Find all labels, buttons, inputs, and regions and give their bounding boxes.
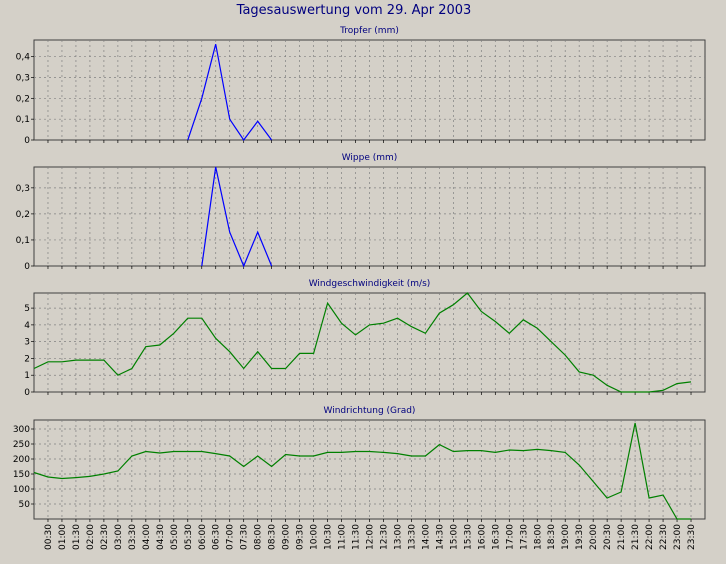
page-title: Tagesauswertung vom 29. Apr 2003 [236,3,472,18]
x-tick-label: 09:00 [282,524,292,550]
y-tick-label: 0,2 [16,210,30,220]
y-tick-label: 0 [24,136,30,146]
x-tick-label: 23:30 [687,524,697,550]
y-tick-label: 250 [13,440,30,450]
y-tick-label: 0,4 [16,53,31,63]
x-tick-label: 18:00 [533,524,543,550]
x-tick-label: 08:00 [254,524,264,550]
x-tick-label: 17:30 [519,524,529,550]
panel-4: Windrichtung (Grad) 50 100 150 200 250 300 [13,406,706,522]
x-tick-label: 05:00 [170,524,180,550]
x-tick-label: 10:30 [324,524,334,550]
panel-1: Tropfer (mm) 0 0,1 0,2 0,3 0,4 [16,26,706,146]
y-tick-label: 200 [13,455,30,465]
y-tick-label: 5 [24,304,30,314]
y-tick-label: 0 [24,388,30,398]
series-line-1 [33,292,692,393]
x-tick-label: 02:30 [100,524,110,550]
x-tick-label: 22:00 [645,524,655,550]
y-tick-label: 100 [13,485,30,495]
x-tick-label: 16:30 [491,524,501,550]
x-tick-label: 11:00 [338,524,348,550]
x-tick-label: 22:30 [659,524,669,550]
y-tick-label: 0,3 [16,74,30,84]
panel-3: Windgeschwindigkeit (m/s) 0 1 2 3 4 5 [24,279,706,398]
y-tick-label: 0 [24,262,30,272]
x-tick-label: 23:00 [673,524,683,550]
x-tick-label: 17:00 [505,524,515,550]
x-tick-label: 02:00 [86,524,96,550]
x-tick-label: 07:30 [240,524,250,550]
y-tick-label: 50 [19,500,31,510]
y-tick-label: 0,3 [16,184,30,194]
y-tick-label: 0,1 [16,115,30,125]
x-tick-label: 01:30 [72,524,82,550]
x-tick-label: 05:30 [184,524,194,550]
series-line-1 [33,422,691,520]
series-line-1 [187,44,273,142]
x-tick-label: 04:30 [156,524,166,550]
x-tick-label: 21:30 [631,524,641,550]
panel-title: Wippe (mm) [342,153,398,163]
x-tick-label: 12:30 [379,524,389,550]
x-tick-label: 08:30 [268,524,278,550]
x-tick-label: 06:00 [198,524,208,550]
x-tick-label: 19:30 [575,524,585,550]
x-tick-label: 18:30 [547,524,557,550]
y-tick-label: 150 [13,470,30,480]
y-tick-label: 3 [24,338,30,348]
y-tick-label: 300 [13,425,30,435]
x-tick-label: 15:30 [463,524,473,550]
x-tick-label: 09:30 [296,524,306,550]
x-tick-label: 12:00 [366,524,376,550]
x-tick-label: 13:30 [407,524,417,550]
panel-title: Windrichtung (Grad) [324,406,416,416]
x-tick-label: 16:00 [477,524,487,550]
y-tick-label: 1 [24,371,30,381]
x-tick-label: 20:00 [589,524,599,550]
x-tick-label: 10:00 [310,524,320,550]
panel-title: Windgeschwindigkeit (m/s) [309,279,431,289]
x-tick-label: 11:30 [352,524,362,550]
panel-2: Wippe (mm) 0 0,1 0,2 0,3 [16,153,706,272]
y-tick-label: 4 [24,321,30,331]
y-tick-label: 0,2 [16,94,30,104]
plot-area [33,166,706,267]
x-tick-label: 14:00 [421,524,431,550]
x-tick-label: 15:00 [449,524,459,550]
x-tick-label: 03:00 [114,524,124,550]
x-tick-label: 14:30 [435,524,445,550]
panel-title: Tropfer (mm) [339,26,399,36]
x-tick-label: 01:00 [58,524,68,550]
x-tick-label: 19:00 [561,524,571,550]
x-tick-label: 21:00 [617,524,627,550]
x-tick-label: 13:00 [393,524,403,550]
y-tick-label: 0,1 [16,236,30,246]
y-tick-label: 2 [24,354,30,364]
series-line-1 [201,166,273,268]
x-tick-label: 04:00 [142,524,152,550]
x-tick-label: 06:30 [212,524,222,550]
x-tick-label: 20:30 [603,524,613,550]
x-tick-label: 03:30 [128,524,138,550]
x-tick-label: 00:30 [44,524,54,550]
x-tick-label: 07:00 [226,524,236,550]
